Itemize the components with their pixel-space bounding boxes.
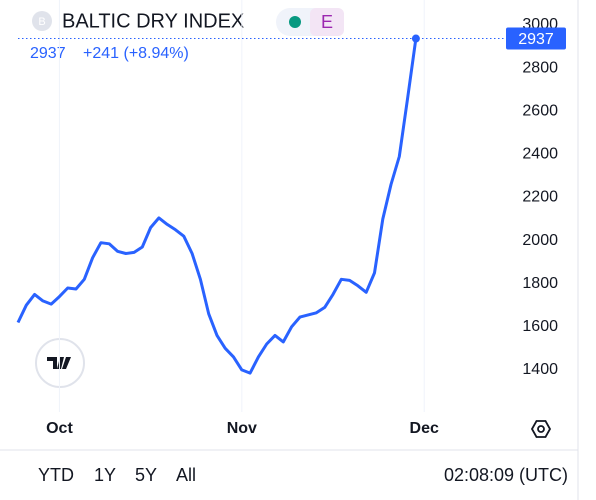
y-tick-label: 1400: [522, 361, 558, 378]
y-tick-label: 2000: [522, 232, 558, 249]
symbol-icon-letter: B: [38, 16, 45, 28]
y-tick-label: 1600: [522, 318, 558, 335]
y-tick-label: 1800: [522, 275, 558, 292]
last-price-box: [506, 27, 566, 50]
x-tick-label: Dec: [410, 420, 439, 437]
badge: E: [321, 12, 333, 32]
time: 02:08:09 (UTC): [444, 465, 568, 485]
x-tick-label: Nov: [227, 420, 257, 437]
badge-bg: [310, 8, 344, 36]
range-button[interactable]: 1Y: [94, 465, 116, 485]
range-button[interactable]: YTD: [38, 465, 74, 485]
price-change: +241 (+8.94%): [83, 45, 189, 62]
range-button[interactable]: 5Y: [135, 465, 157, 485]
logo: [35, 338, 85, 388]
y-tick-label: 2600: [522, 102, 558, 119]
last-price-label: 2937: [518, 31, 554, 48]
status-dot: [289, 16, 301, 28]
last-point: [411, 34, 420, 43]
settings-icon[interactable]: [530, 420, 552, 438]
last-price: 2937: [30, 45, 66, 62]
x-tick-label: Oct: [46, 420, 73, 437]
y-tick-label: 2200: [522, 189, 558, 206]
range-button[interactable]: All: [176, 465, 196, 485]
symbol-icon: [32, 11, 52, 31]
y-tick-label: 2400: [522, 146, 558, 163]
line: [16, 38, 418, 375]
y-tick-label: 2800: [522, 59, 558, 76]
chart-title: BALTIC DRY INDEX: [62, 10, 244, 32]
